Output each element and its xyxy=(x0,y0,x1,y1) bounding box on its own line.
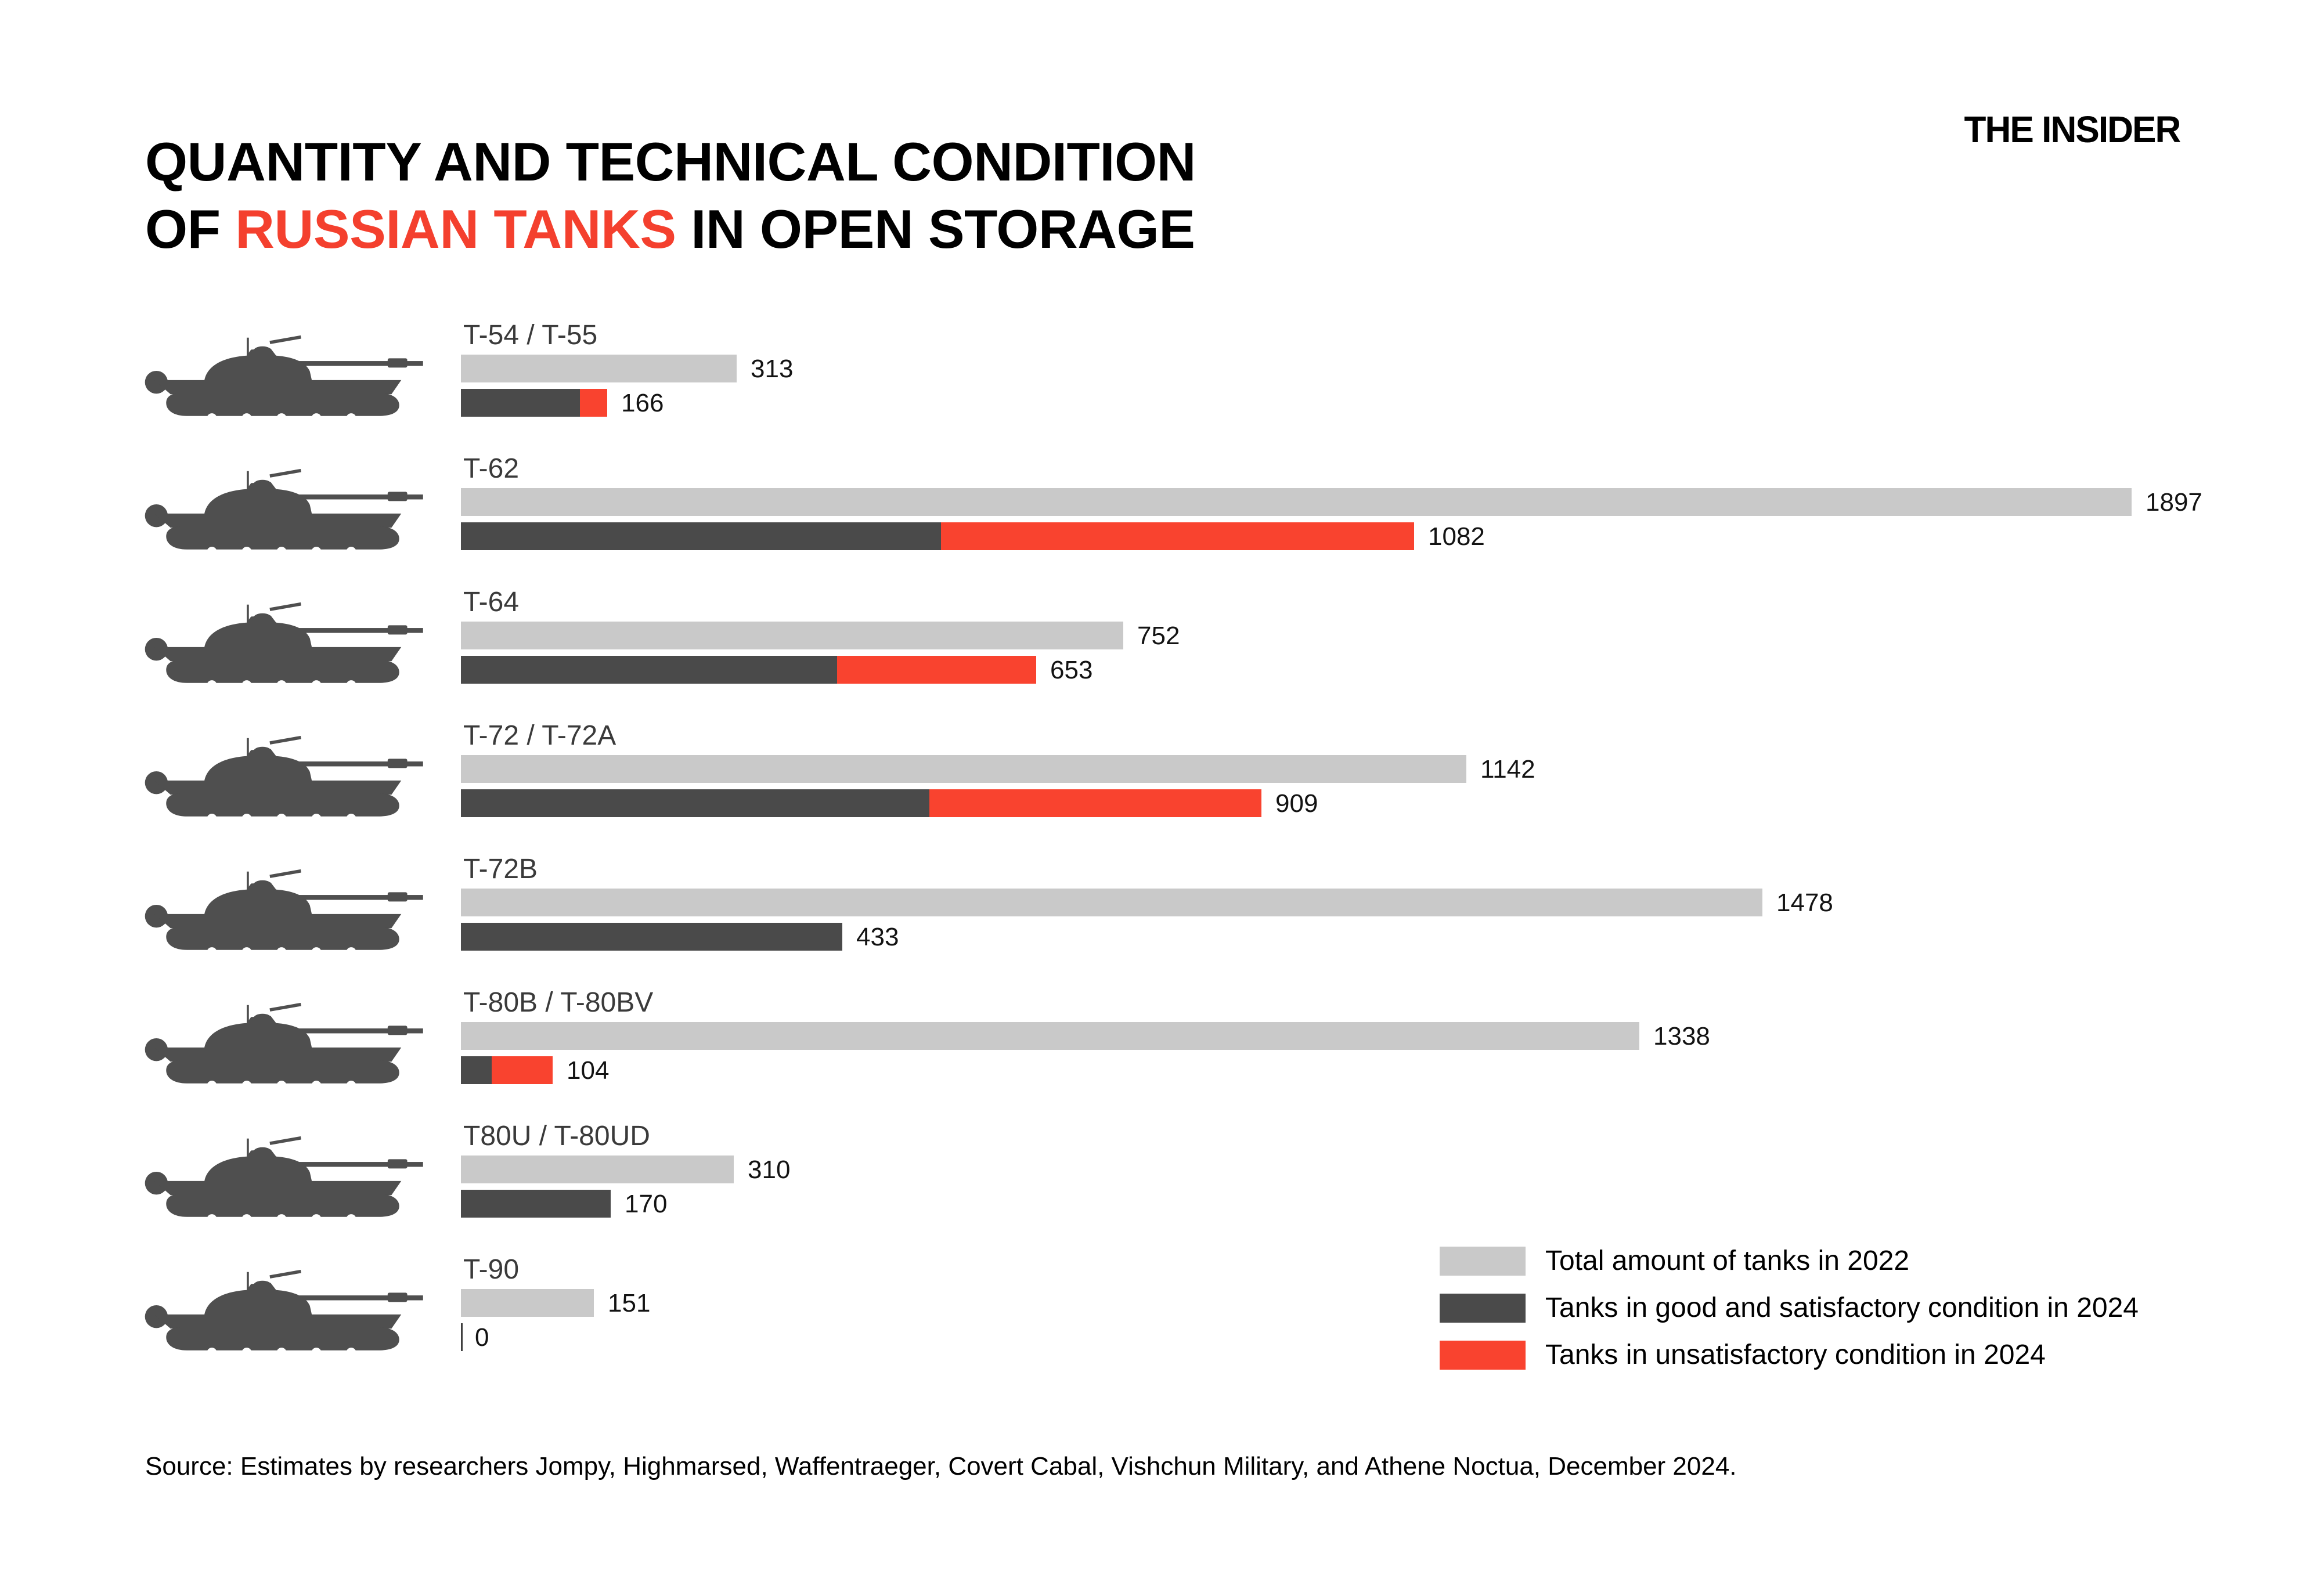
condition-2024-value: 104 xyxy=(567,1056,610,1085)
condition-2024-value: 909 xyxy=(1275,789,1318,818)
good-condition-segment xyxy=(461,389,580,417)
condition-2024-value: 653 xyxy=(1050,656,1093,684)
title-line1: QUANTITY AND TECHNICAL CONDITION xyxy=(145,131,1196,192)
tank-type-label: T-72 / T-72A xyxy=(463,720,616,751)
legend-swatch-total xyxy=(1440,1247,1526,1276)
tank-row: T-80B / T-80BV 1338 104 xyxy=(0,988,2322,1121)
tank-silhouette-icon xyxy=(145,602,423,689)
condition-2024-bar xyxy=(461,522,1414,550)
chart-legend: Total amount of tanks in 2022 Tanks in g… xyxy=(1440,1247,2139,1388)
unsatisfactory-condition-segment xyxy=(580,389,607,417)
condition-2024-value: 0 xyxy=(475,1323,489,1352)
good-condition-segment xyxy=(461,522,941,550)
total-2022-bar xyxy=(461,889,1762,916)
legend-item-good: Tanks in good and satisfactory condition… xyxy=(1440,1294,2139,1323)
tank-silhouette-icon xyxy=(145,869,423,956)
condition-2024-bar xyxy=(461,789,1261,817)
good-condition-segment xyxy=(461,923,842,951)
condition-2024-value: 166 xyxy=(621,389,664,417)
legend-label-total: Total amount of tanks in 2022 xyxy=(1545,1245,1910,1276)
title-line2-prefix: OF xyxy=(145,198,236,259)
total-2022-bar xyxy=(461,1156,734,1183)
total-2022-value: 1142 xyxy=(1480,755,1535,783)
unsatisfactory-condition-segment xyxy=(929,789,1261,817)
tank-type-label: T-72B xyxy=(463,854,538,884)
total-2022-bar xyxy=(461,488,2132,516)
total-2022-value: 752 xyxy=(1137,622,1180,650)
source-note: Source: Estimates by researchers Jompy, … xyxy=(145,1452,1737,1481)
total-2022-value: 1897 xyxy=(2146,488,2202,517)
tank-row: T-62 1897 1082 xyxy=(0,454,2322,587)
condition-2024-value: 170 xyxy=(625,1190,668,1218)
condition-2024-bar xyxy=(461,1323,463,1351)
total-2022-value: 151 xyxy=(608,1289,651,1317)
title-line2-accent: RUSSIAN TANKS xyxy=(235,198,676,259)
legend-label-unsatisfactory: Tanks in unsatisfactory condition in 202… xyxy=(1545,1339,2046,1370)
total-2022-value: 1478 xyxy=(1776,889,1833,917)
unsatisfactory-condition-segment xyxy=(941,522,1414,550)
condition-2024-bar xyxy=(461,389,607,417)
condition-2024-bar xyxy=(461,923,842,951)
legend-label-good: Tanks in good and satisfactory condition… xyxy=(1545,1292,2139,1323)
condition-2024-bar xyxy=(461,1190,611,1218)
unsatisfactory-condition-segment xyxy=(837,656,1036,684)
tank-silhouette-icon xyxy=(145,469,423,556)
total-2022-value: 310 xyxy=(748,1156,791,1184)
good-condition-segment xyxy=(461,1056,492,1084)
total-2022-bar xyxy=(461,755,1466,783)
tank-silhouette-icon xyxy=(145,335,423,423)
total-2022-bar xyxy=(461,1289,594,1317)
tank-silhouette-icon xyxy=(145,1136,423,1223)
total-2022-value: 313 xyxy=(751,355,794,383)
condition-2024-value: 433 xyxy=(856,923,899,951)
the-insider-logo: THE INSIDER xyxy=(1964,109,2181,150)
total-2022-value: 1338 xyxy=(1653,1022,1710,1050)
good-condition-segment xyxy=(461,1190,611,1218)
good-condition-segment xyxy=(461,789,929,817)
total-2022-bar xyxy=(461,1022,1639,1050)
tank-type-label: T-80B / T-80BV xyxy=(463,987,654,1018)
tank-row: T-72B 1478 433 xyxy=(0,854,2322,988)
legend-swatch-good xyxy=(1440,1294,1526,1323)
unsatisfactory-condition-segment xyxy=(492,1056,553,1084)
tank-row: T-90 151 0 xyxy=(0,1255,2322,1388)
total-2022-bar xyxy=(461,622,1123,649)
total-2022-bar xyxy=(461,355,737,382)
tank-silhouette-icon xyxy=(145,1003,423,1090)
tank-row: T-64 752 653 xyxy=(0,587,2322,721)
tank-row: T-72 / T-72A 1142 909 xyxy=(0,721,2322,854)
tank-type-label: T80U / T-80UD xyxy=(463,1121,650,1151)
legend-swatch-unsatisfactory xyxy=(1440,1341,1526,1370)
tank-silhouette-icon xyxy=(145,1270,423,1357)
tank-type-label: T-64 xyxy=(463,587,520,618)
legend-item-total: Total amount of tanks in 2022 xyxy=(1440,1247,2139,1276)
tank-type-label: T-62 xyxy=(463,453,520,484)
good-condition-segment xyxy=(461,656,837,684)
tank-type-label: T-54 / T-55 xyxy=(463,320,598,351)
condition-2024-value: 1082 xyxy=(1428,522,1485,551)
condition-2024-bar xyxy=(461,656,1036,684)
legend-item-unsatisfactory: Tanks in unsatisfactory condition in 202… xyxy=(1440,1341,2139,1370)
tank-row: T80U / T-80UD 310 170 xyxy=(0,1121,2322,1255)
page-title: QUANTITY AND TECHNICAL CONDITION OF RUSSI… xyxy=(145,128,1196,263)
tank-row: T-54 / T-55 313 166 xyxy=(0,320,2322,454)
tank-silhouette-icon xyxy=(145,736,423,823)
condition-2024-bar xyxy=(461,1056,553,1084)
tank-type-label: T-90 xyxy=(463,1254,520,1285)
title-line2-suffix: IN OPEN STORAGE xyxy=(676,198,1195,259)
